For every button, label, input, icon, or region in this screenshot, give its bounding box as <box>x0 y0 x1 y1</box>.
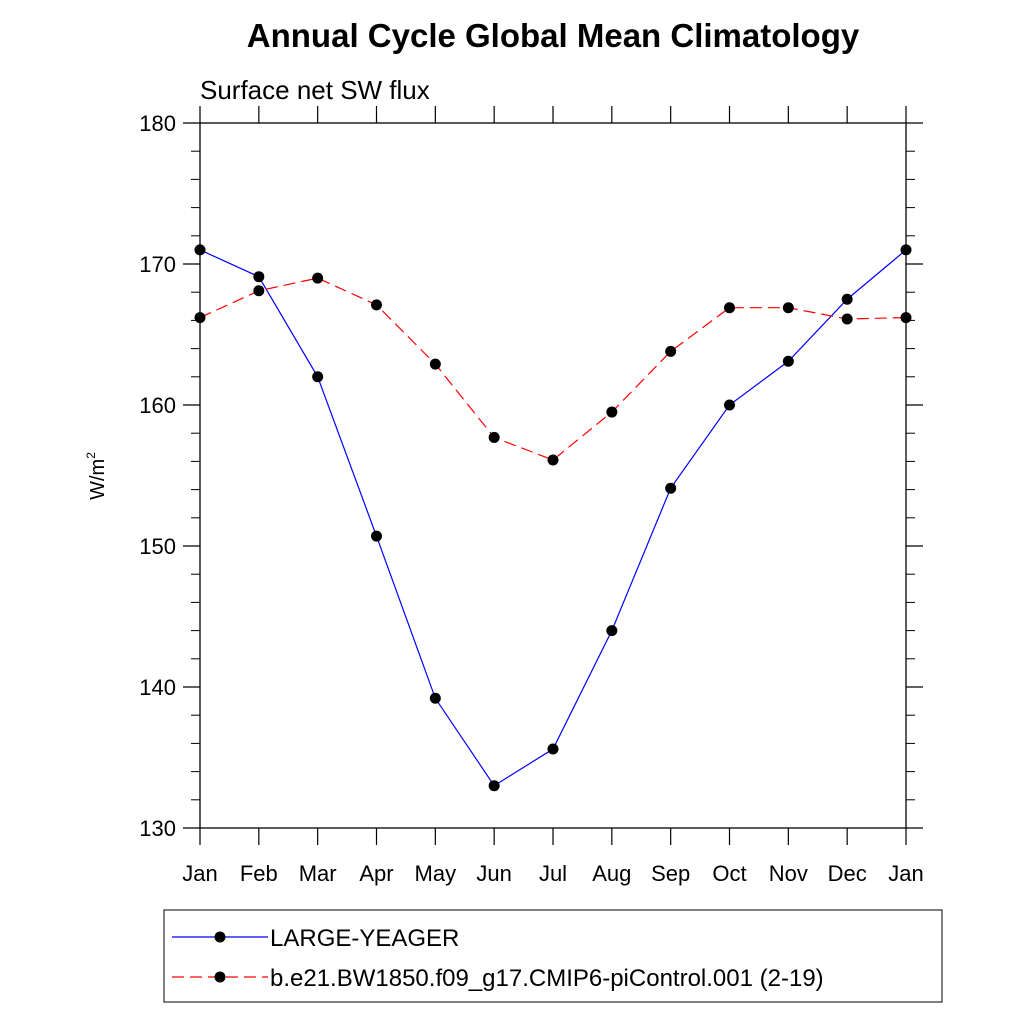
legend-entries: LARGE-YEAGER b.e21.BW1850.f09_g17.CMIP6-p… <box>172 925 824 992</box>
y-axis-label-base: W/m <box>87 459 109 500</box>
legend-box <box>163 909 943 1003</box>
ytick-label: 180 <box>139 111 176 136</box>
xtick-label: Feb <box>240 861 278 886</box>
series-markers <box>194 244 912 792</box>
xtick-label: Oct <box>712 861 746 886</box>
data-point <box>665 345 677 357</box>
xtick-label: Sep <box>651 861 690 886</box>
data-point <box>665 482 677 494</box>
xtick-label: Aug <box>592 861 631 886</box>
data-point <box>547 743 559 755</box>
data-point <box>488 431 500 443</box>
ytick-label: 170 <box>139 252 176 277</box>
data-point <box>371 530 382 542</box>
xtick-label: Jul <box>539 861 567 886</box>
data-point <box>841 313 853 325</box>
data-point <box>253 285 265 297</box>
x-tick-labels: Jan Feb Mar Apr May Jun Jul Aug Sep Oct Nov Dec Jan <box>182 861 923 886</box>
legend-label: b.e21.BW1850.f09_g17.CMIP6-piControl.001… <box>270 965 824 992</box>
data-point <box>429 358 441 370</box>
legend: LARGE-YEAGER b.e21.BW1850.f09_g17.CMIP6-p… <box>163 909 943 1003</box>
xtick-label: May <box>415 861 457 886</box>
chart-title: Annual Cycle Global Mean Climatology <box>247 17 860 54</box>
xtick-label: Apr <box>359 861 393 886</box>
ytick-label: 140 <box>139 675 176 700</box>
legend-marker <box>214 931 226 943</box>
ytick-label: 150 <box>139 534 176 559</box>
xtick-label: Mar <box>299 861 337 886</box>
data-point <box>488 780 500 792</box>
data-point <box>429 692 441 704</box>
data-point <box>841 293 853 305</box>
data-point <box>606 625 618 637</box>
data-point <box>606 406 618 418</box>
data-point <box>371 299 382 311</box>
y-axis-label-superscript: 2 <box>84 452 98 459</box>
xtick-label: Jan <box>888 861 923 886</box>
chart-subtitle: Surface net SW flux <box>200 75 430 105</box>
data-point <box>782 302 794 314</box>
xtick-label: Nov <box>769 861 808 886</box>
legend-marker <box>214 971 226 983</box>
legend-label: LARGE-YEAGER <box>270 925 459 952</box>
axis-ticks <box>183 106 923 845</box>
data-point <box>782 355 794 367</box>
data-point <box>194 312 206 324</box>
ytick-label: 130 <box>139 816 176 841</box>
ytick-label: 160 <box>139 393 176 418</box>
data-point <box>547 454 559 466</box>
xtick-label: Jun <box>476 861 511 886</box>
data-point <box>900 244 912 256</box>
data-point <box>900 312 912 324</box>
data-point <box>724 399 735 411</box>
data-point <box>312 371 324 383</box>
y-axis-label: W/m2 <box>84 452 109 500</box>
y-tick-labels: 130 140 150 160 170 180 <box>139 111 176 841</box>
xtick-label: Jan <box>182 861 217 886</box>
data-point <box>312 272 324 284</box>
data-point <box>724 302 735 314</box>
data-point <box>253 271 265 283</box>
data-point <box>194 244 206 256</box>
xtick-label: Dec <box>828 861 867 886</box>
